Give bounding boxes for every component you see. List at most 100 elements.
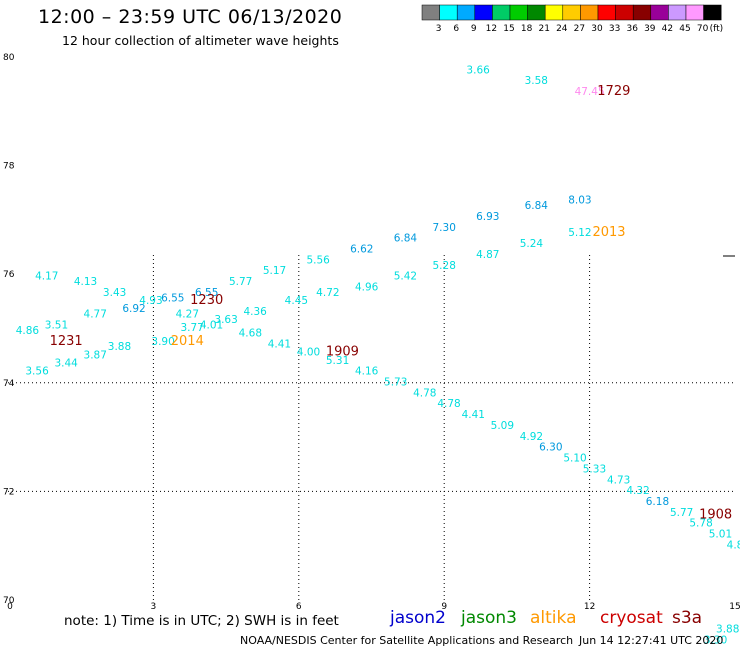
wave-height-point: 4.78: [413, 387, 436, 399]
wave-height-point: 3.77: [180, 322, 203, 334]
wave-height-point: 4.73: [607, 474, 630, 486]
wave-height-point: 5.77: [670, 507, 693, 519]
legend-s3a: s3a: [672, 608, 703, 628]
legend-altika: altika: [530, 608, 577, 628]
wave-height-point: 4.45: [285, 295, 308, 307]
wave-height-point: 3.51: [45, 320, 68, 332]
wave-height-point: 47.45: [575, 86, 605, 98]
y-tick-label: 72: [3, 487, 14, 497]
wave-height-point: 5.33: [583, 463, 606, 475]
colorbar-label: 9: [471, 24, 477, 34]
colorbar-label: 45: [679, 24, 690, 34]
wave-height-point: 4.00: [297, 347, 320, 359]
chart-subtitle: 12 hour collection of altimeter wave hei…: [62, 33, 339, 48]
wave-height-point: 3.43: [103, 287, 126, 299]
colorbar-label: 24: [556, 24, 568, 34]
wave-height-point: 5.09: [491, 420, 514, 432]
wave-height-point: 4.41: [268, 339, 291, 351]
wave-height-point: 3.30: [704, 634, 727, 646]
wave-height-point: 6.92: [122, 303, 145, 315]
colorbar-label: 18: [521, 24, 533, 34]
wave-height-point: 6.55: [161, 292, 184, 304]
wave-height-point: 3.56: [25, 366, 49, 378]
wave-height-point: 5.17: [263, 265, 286, 277]
wave-height-point: 4.01: [200, 320, 223, 332]
y-tick-label: 70: [3, 596, 15, 606]
credit-line: NOAA/NESDIS Center for Satellite Applica…: [240, 634, 574, 647]
wave-height-point: 3.58: [525, 75, 548, 87]
wave-height-point: 3.87: [84, 349, 107, 361]
footer-note: note: 1) Time is in UTC; 2) SWH is in fe…: [64, 613, 339, 629]
colorbar-label: 33: [609, 24, 620, 34]
x-tick-label: 6: [296, 602, 302, 612]
wave-height-point: 5.42: [394, 271, 417, 283]
colorbar-label: 27: [574, 24, 585, 34]
pass-time-label: 2014: [171, 334, 204, 349]
legend-cryosat: cryosat: [600, 608, 663, 628]
wave-height-point: 3.63: [214, 314, 237, 326]
wave-height-point: 4.36: [243, 306, 267, 318]
pass-time-label: 1231: [50, 334, 83, 349]
wave-height-point: 4.96: [355, 281, 379, 293]
wave-height-point: 5.77: [229, 276, 252, 288]
wave-height-point: 7.30: [433, 222, 456, 234]
wave-height-point: 5.73: [384, 377, 407, 389]
wave-height-point: 4.68: [239, 328, 262, 340]
x-tick-label: 3: [151, 602, 157, 612]
wave-height-point: 3.66: [466, 64, 490, 76]
x-tick-label: 15: [729, 602, 740, 612]
wave-height-point: 4.87: [476, 249, 499, 261]
wave-height-point: 4.86: [16, 325, 40, 337]
wave-height-point: 4.8: [727, 539, 740, 551]
wave-height-point: 5.01: [709, 529, 732, 541]
colorbar-label: 21: [538, 24, 549, 34]
wave-height-point: 3.44: [54, 358, 78, 370]
colorbar-label: 36: [626, 24, 638, 34]
wave-height-point: 4.27: [176, 309, 199, 321]
pass-time-label: 2013: [592, 225, 625, 240]
pass-time-label: 1729: [597, 84, 630, 99]
wave-height-point: 6.84: [525, 200, 549, 212]
wave-height-point: 4.41: [462, 409, 485, 421]
wave-height-point: 4.16: [355, 366, 379, 378]
y-tick-label: 74: [3, 379, 15, 389]
wave-height-point: 5.28: [433, 260, 456, 272]
colorbar-label: 30: [591, 24, 603, 34]
wave-height-point: 4.78: [437, 398, 460, 410]
wave-height-point: 4.93: [139, 295, 162, 307]
colorbar-label: 15: [503, 24, 514, 34]
wave-height-point: 4.13: [74, 276, 97, 288]
colorbar-label: 70: [697, 24, 709, 34]
wave-height-point: 5.31: [326, 355, 349, 367]
colorbar-label: 3: [436, 24, 442, 34]
colorbar-swatch: [703, 4, 722, 21]
wave-height-point: 4.72: [316, 287, 339, 299]
wave-height-point: 5.78: [689, 518, 712, 530]
colorbar-label: 39: [644, 24, 656, 34]
wave-height-point: 4.17: [35, 271, 58, 283]
wave-height-point: 3.88: [716, 624, 739, 636]
chart-title: 12:00 – 23:59 UTC 06/13/2020: [38, 6, 343, 28]
wave-height-point: 6.62: [350, 243, 373, 255]
x-tick-label: 9: [441, 602, 447, 612]
y-tick-label: 76: [3, 270, 15, 280]
wave-height-point: 8.03: [568, 195, 591, 207]
wave-height-point: 3.88: [108, 341, 131, 353]
pass-time-label: 1908: [699, 508, 732, 523]
y-tick-label: 80: [3, 53, 15, 63]
wave-height-point: 4.77: [84, 309, 107, 321]
color-scale-bar: 3 6 9 12 15 18 21 24 27 30 33 36 39 42 45 70 (ft): [421, 4, 723, 34]
wave-height-point: 4.32: [626, 485, 649, 497]
wave-height-point: 6.30: [539, 442, 562, 454]
x-tick-label: 12: [584, 602, 595, 612]
legend-jason3: jason3: [461, 608, 517, 628]
wave-height-point: 6.84: [394, 233, 418, 245]
colorbar-label: 12: [486, 24, 497, 34]
wave-height-point: 5.56: [306, 254, 330, 266]
wave-height-point: 5.10: [563, 453, 586, 465]
colorbar-label: 6: [453, 24, 459, 34]
x-tick-label: 0: [7, 602, 13, 612]
wave-height-point: 3.90: [151, 336, 174, 348]
wave-height-point: 5.12: [568, 227, 591, 239]
